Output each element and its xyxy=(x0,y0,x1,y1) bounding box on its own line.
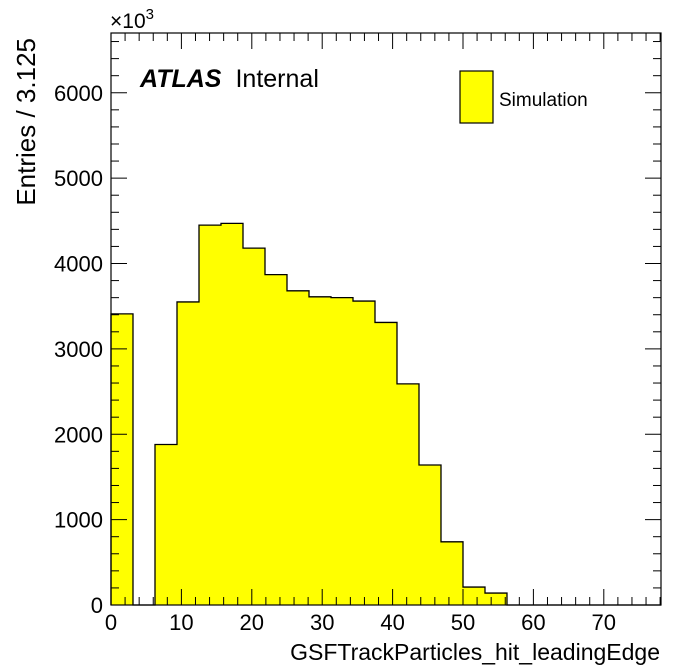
histogram-bin xyxy=(397,383,420,605)
histogram-bars xyxy=(111,223,508,606)
histogram-bin xyxy=(375,322,398,605)
x-axis-title: GSFTrackParticles_hit_leadingEdge xyxy=(290,639,660,665)
histogram-bin xyxy=(221,223,244,606)
legend-label-simulation: Simulation xyxy=(499,90,588,111)
histogram-bin xyxy=(265,274,288,605)
y-axis-multiplier-exponent: 3 xyxy=(146,6,154,23)
y-tick-label: 3000 xyxy=(54,337,103,362)
histogram-outline xyxy=(110,222,661,606)
x-tick-label: 60 xyxy=(521,610,545,635)
histogram-bin xyxy=(199,225,222,606)
histogram-bin xyxy=(441,541,464,605)
histogram-bin xyxy=(485,593,508,605)
y-tick-label: 5000 xyxy=(54,166,103,191)
atlas-label-text: Internal xyxy=(235,65,318,93)
y-tick-label: 1000 xyxy=(54,508,103,533)
x-tick-label: 40 xyxy=(380,610,404,635)
legend-swatch-simulation xyxy=(459,70,494,124)
plot-frame xyxy=(110,32,662,606)
atlas-label-bold: ATLAS xyxy=(139,65,222,93)
legend: Simulation xyxy=(459,70,588,124)
x-tick-label: 30 xyxy=(310,610,334,635)
histogram-bin xyxy=(419,464,442,605)
histogram-bin xyxy=(155,444,178,605)
histogram-bin xyxy=(331,297,354,605)
histogram-bin xyxy=(111,313,134,605)
histogram-bin xyxy=(309,296,332,605)
x-tick-labels: 0 10 20 30 40 50 60 70 xyxy=(105,610,616,635)
histogram-bin xyxy=(287,290,310,605)
y-tick-label: 2000 xyxy=(54,422,103,447)
y-tick-labels: 0 1000 2000 3000 4000 5000 6000 xyxy=(54,81,103,618)
y-axis-title: Entries / 3.125 xyxy=(11,38,41,206)
axis-ticks xyxy=(110,33,661,606)
x-tick-label: 70 xyxy=(592,610,616,635)
atlas-label: ATLAS Internal xyxy=(139,65,319,93)
x-tick-label: 50 xyxy=(451,610,475,635)
y-axis-multiplier: ×103 xyxy=(110,6,154,33)
histogram-bin xyxy=(353,301,376,605)
x-tick-label: 20 xyxy=(240,610,264,635)
histogram-bin xyxy=(463,587,486,605)
histogram-bin xyxy=(243,248,266,605)
x-tick-label: 0 xyxy=(105,610,117,635)
histogram-bin xyxy=(177,301,200,605)
y-tick-label: 4000 xyxy=(54,252,103,277)
x-tick-label: 10 xyxy=(169,610,193,635)
y-tick-label: 6000 xyxy=(54,81,103,106)
y-axis-multiplier-base: ×10 xyxy=(110,10,146,33)
y-tick-label: 0 xyxy=(91,593,103,618)
